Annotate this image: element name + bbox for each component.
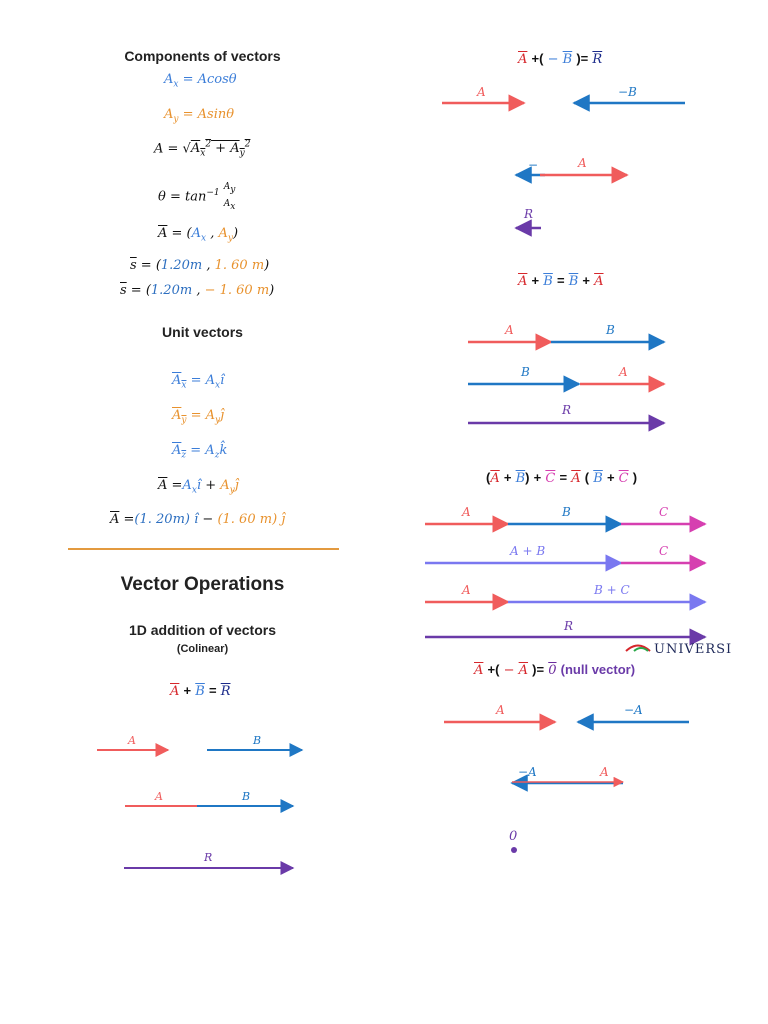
label-r: R (523, 207, 533, 221)
label-a-3: A (504, 323, 514, 337)
label-a-7: A (495, 703, 505, 717)
unit-sum: A =Axî + Ayĵ (158, 478, 239, 496)
magnitude-formula: A = √Ax2 + Ay2 (154, 140, 251, 159)
vector-a-components: A = (Ax , Ay) (158, 226, 239, 244)
label-a-6: A (461, 583, 471, 597)
section-divider (68, 548, 339, 550)
s-vector-1: s = (1.20m , 1. 60 m) (130, 258, 270, 273)
label-r-3: R (563, 619, 573, 633)
components-heading: Components of vectors (124, 48, 281, 64)
equation-associative: (A + B) + C = A ( B + C ) (486, 470, 638, 486)
university-logo-text: UNIVERSI (654, 642, 733, 657)
unit-z: Az = Azk̂ (172, 443, 228, 461)
label-b-plus-c: B + C (593, 583, 630, 597)
unit-y: Ay = Ayĵ (172, 408, 225, 426)
label-b-3: B (605, 323, 615, 337)
label-c-5: C (659, 505, 668, 519)
label-b-4: B (520, 365, 530, 379)
ax-formula: Ax = Acosθ (164, 72, 237, 90)
addition-equation: A + B = R (170, 683, 231, 699)
label-r-4: R (203, 851, 212, 864)
label-b-10: B (241, 790, 250, 803)
ay-formula: Ay = Asinθ (164, 107, 235, 125)
label-a-5: A (461, 505, 471, 519)
label-a: A (476, 85, 486, 99)
theta-formula: θ = tan−1 Ay Ax (158, 182, 236, 212)
logo-arc (625, 644, 651, 652)
label-r-2: R (561, 403, 571, 417)
label-a-9: A (127, 734, 136, 747)
unit-numeric: A =(1. 20m) î − (1. 60 m) ĵ (110, 512, 286, 527)
label-a-10: A (154, 790, 163, 803)
label-a-2: A (577, 156, 587, 170)
addition-heading: 1D addition of vectors (128, 622, 277, 638)
label-c-6: C (659, 544, 668, 558)
colinear-note: (Colinear) (176, 643, 229, 655)
label-minus: − (528, 158, 538, 172)
vector-operations-heading: Vector Operations (120, 574, 285, 595)
label-zero: 0 (509, 829, 517, 844)
label-neg-a: −A (624, 703, 643, 717)
equation-null-vector: A +( − A )= 0 (null vector) (474, 662, 636, 678)
unit-vectors-heading: Unit vectors (162, 324, 243, 340)
label-a-plus-b: A + B (509, 544, 545, 558)
unit-x: Ax = Axî (172, 373, 225, 391)
label-neg-b: −B (618, 85, 637, 99)
null-vector-label: (null vector) (560, 662, 636, 677)
label-a-8: A (599, 765, 609, 779)
equation-commutative: A + B = B + A (518, 273, 604, 289)
label-a-4: A (618, 365, 628, 379)
s-vector-2: s = (1.20m , − 1. 60 m) (120, 283, 275, 298)
label-neg-a-2: −A (518, 765, 537, 779)
equation-a-minus-b: A +( − B )= R (518, 51, 603, 67)
logo-arc-inner (633, 647, 649, 652)
label-b-5: B (561, 505, 571, 519)
null-vector-dot (511, 847, 517, 853)
label-b-9: B (252, 734, 261, 747)
